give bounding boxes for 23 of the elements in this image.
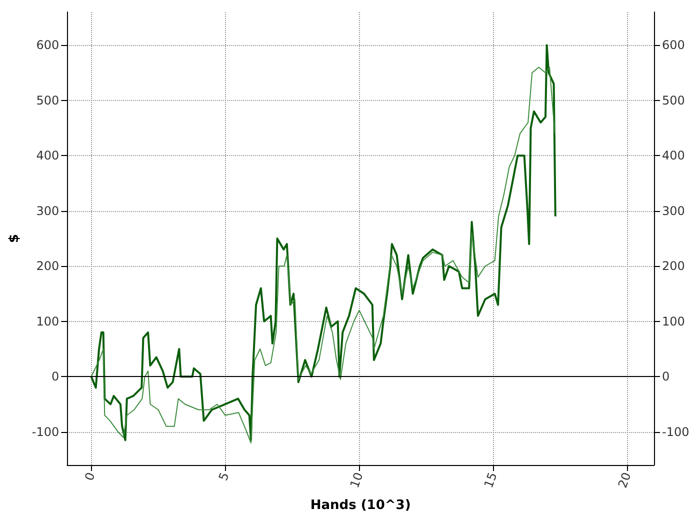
y-tick-label: 300 <box>36 204 60 218</box>
y-tick-label: 400 <box>36 148 60 163</box>
y-tick-label: 600 <box>36 38 60 52</box>
x-tick-label: 15 <box>481 470 500 490</box>
y2-tick-label: 500 <box>662 93 685 108</box>
y-tick-label: 100 <box>36 314 60 328</box>
y-tick-label: 500 <box>36 93 60 108</box>
x-axis-title: Hands (10^3) <box>310 498 411 513</box>
y2-tick-label: 0 <box>662 370 670 384</box>
x-tick-label: 0 <box>82 470 98 483</box>
y-axis-title: $ <box>7 234 22 244</box>
y2-tick-label: 100 <box>662 314 685 328</box>
y2-tick-label: 300 <box>662 204 685 218</box>
y2-tick-label: -100 <box>662 424 690 439</box>
y2-tick-label: 200 <box>662 259 685 274</box>
y-tick-label: -100 <box>32 424 60 439</box>
x-tick-label: 5 <box>216 470 232 483</box>
y2-tick-label: 400 <box>662 148 685 163</box>
y-tick-label: 200 <box>36 259 60 274</box>
x-tick-label: 10 <box>347 470 366 490</box>
y2-tick-label: 600 <box>662 38 685 52</box>
x-tick-label: 20 <box>615 470 634 490</box>
y-tick-label: 0 <box>51 370 60 384</box>
